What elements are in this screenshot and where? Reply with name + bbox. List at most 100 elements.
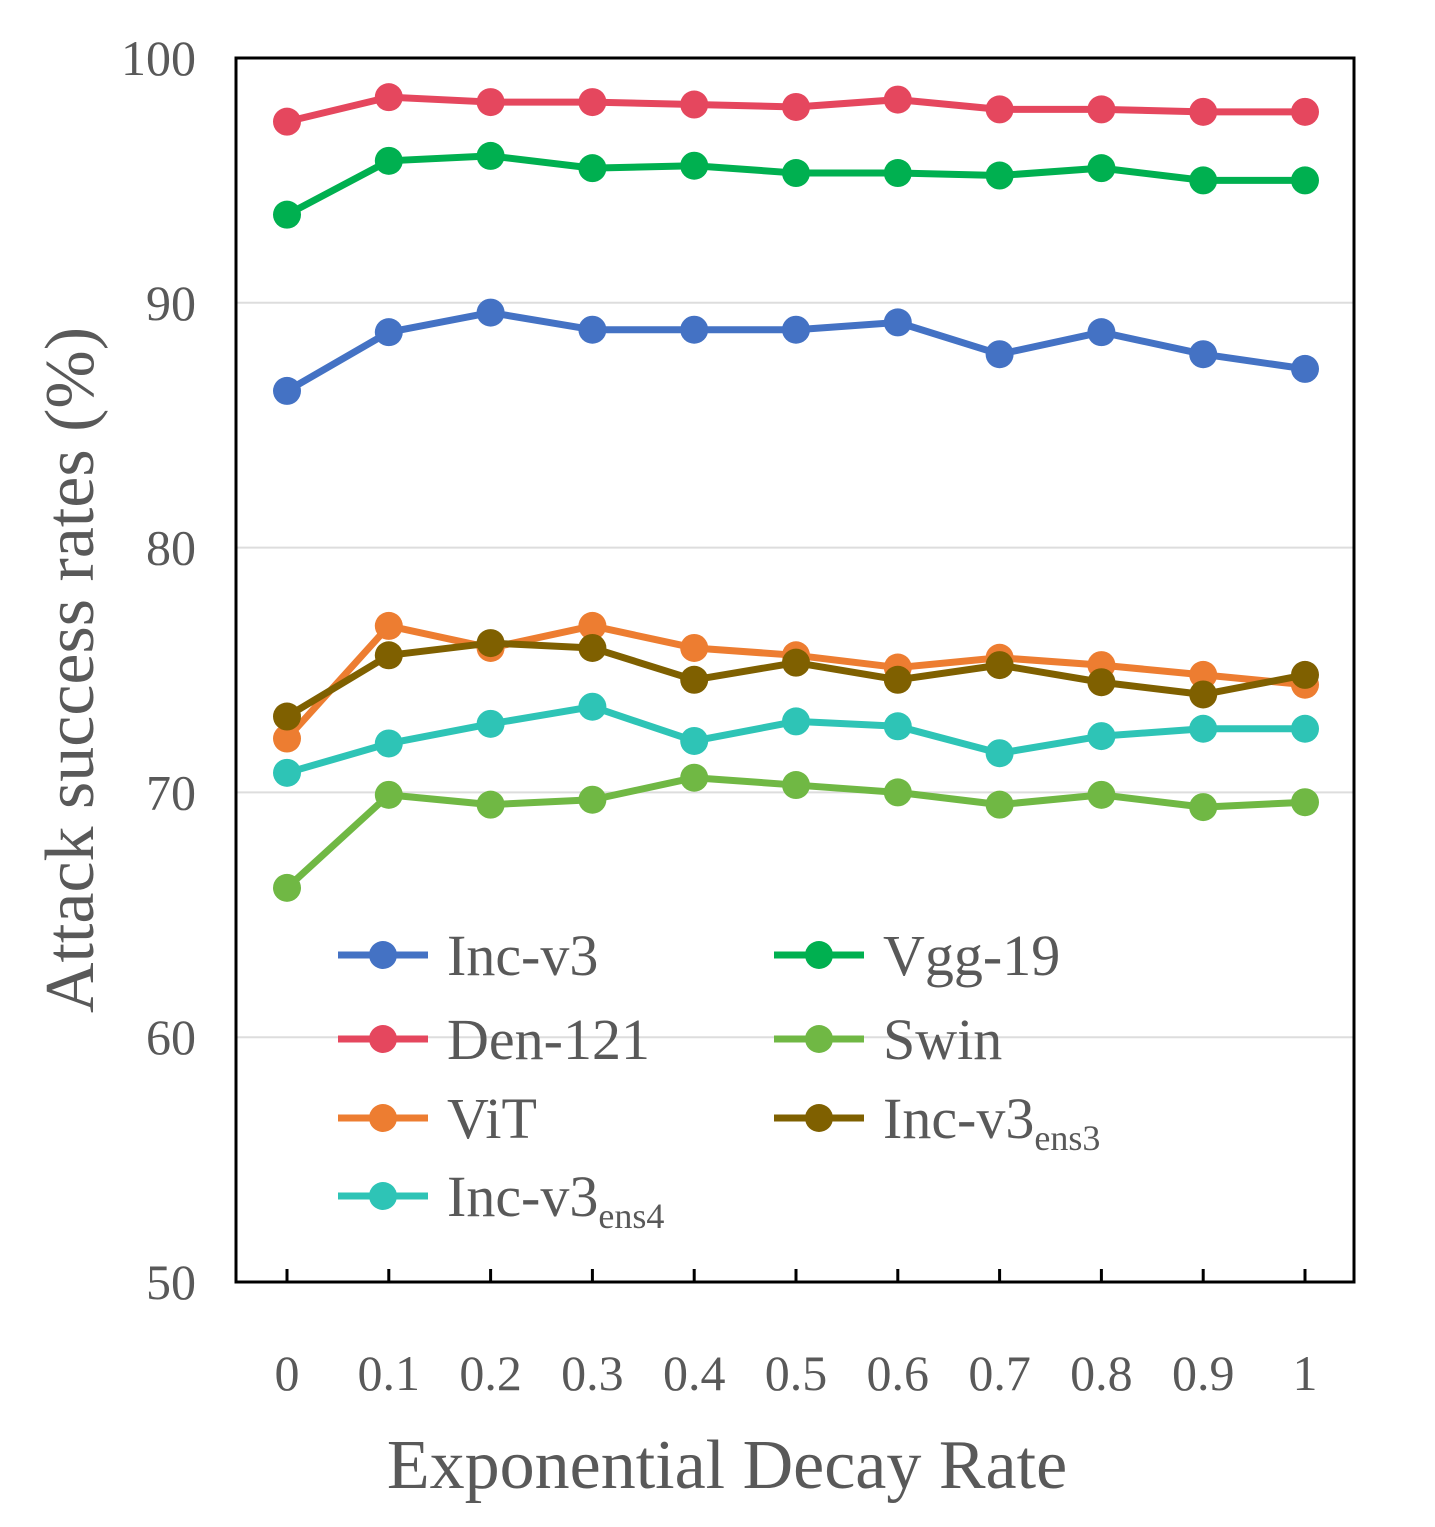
- legend-item: Inc-v3ens3: [774, 1086, 1100, 1158]
- data-point: [1291, 97, 1319, 126]
- x-tick-label: 0: [275, 1345, 300, 1401]
- x-tick-label: 0.6: [867, 1345, 930, 1401]
- data-point: [680, 763, 709, 792]
- series-inc-v3-ens4: [273, 692, 1319, 787]
- x-tick-label: 0.1: [358, 1345, 421, 1401]
- data-point: [1291, 166, 1319, 195]
- data-point: [578, 785, 607, 814]
- legend-marker: [369, 1104, 397, 1132]
- x-tick-label: 0.5: [765, 1345, 828, 1401]
- data-point: [374, 83, 403, 112]
- legend-label-main: Inc-v3: [447, 1164, 598, 1229]
- data-point: [883, 159, 912, 188]
- data-point: [985, 95, 1014, 124]
- data-point: [273, 702, 301, 731]
- y-tick-label: 50: [146, 1254, 196, 1310]
- data-point: [985, 651, 1014, 680]
- series-swin: [273, 763, 1319, 902]
- data-point: [883, 665, 912, 694]
- data-point: [1087, 780, 1116, 809]
- legend-label-main: Inc-v3: [447, 923, 598, 988]
- legend-label-main: Swin: [883, 1007, 1002, 1072]
- data-point: [883, 85, 912, 114]
- data-point: [374, 611, 403, 640]
- data-point: [374, 780, 403, 809]
- data-point: [1189, 660, 1218, 689]
- data-point: [273, 873, 301, 902]
- legend-label-main: Vgg-19: [883, 923, 1060, 988]
- data-point: [782, 159, 810, 188]
- x-axis-title: Exponential Decay Rate: [387, 1427, 1067, 1504]
- legend-marker: [805, 1104, 833, 1132]
- data-point: [1087, 154, 1116, 183]
- data-point: [476, 709, 505, 738]
- data-point: [1189, 680, 1218, 709]
- data-point: [374, 146, 403, 175]
- data-point: [782, 315, 810, 344]
- data-point: [374, 318, 403, 347]
- legend-label: Inc-v3ens4: [447, 1164, 664, 1236]
- legend-item: Swin: [774, 1007, 1002, 1072]
- data-point: [578, 154, 607, 183]
- data-point: [1189, 793, 1218, 822]
- y-tick-label: 80: [146, 520, 196, 576]
- legend-item: Inc-v3: [338, 923, 598, 988]
- legend-marker: [805, 1025, 833, 1053]
- data-point: [680, 90, 709, 119]
- legend-label: Den-121: [447, 1007, 650, 1072]
- series-den-121: [273, 83, 1319, 136]
- data-point: [1291, 660, 1319, 689]
- legend-item: Vgg-19: [774, 923, 1060, 988]
- data-point: [1189, 97, 1218, 126]
- y-tick-label: 100: [121, 30, 196, 86]
- data-point: [680, 726, 709, 755]
- data-point: [1291, 788, 1319, 817]
- data-point: [1291, 714, 1319, 743]
- data-point: [273, 724, 301, 753]
- x-axis-ticks: [285, 1269, 1307, 1282]
- data-point: [273, 200, 301, 229]
- data-point: [1087, 95, 1116, 124]
- x-axis-tick-labels: 0 0.1 0.2 0.3 0.4 0.5 0.6 0.7 0.8 0.9 1: [275, 1345, 1318, 1401]
- x-tick-label: 0.2: [459, 1345, 522, 1401]
- data-point: [476, 629, 505, 658]
- data-point: [578, 633, 607, 662]
- data-point: [1189, 166, 1218, 195]
- legend-label-main: Den-121: [447, 1007, 650, 1072]
- data-point: [578, 315, 607, 344]
- data-point: [476, 298, 505, 327]
- data-point: [782, 92, 810, 121]
- series-vgg-19: [273, 141, 1319, 229]
- legend-label: Swin: [883, 1007, 1002, 1072]
- data-point: [374, 641, 403, 670]
- y-axis-title: Attack success rates (%): [32, 327, 109, 1013]
- data-point: [476, 790, 505, 819]
- x-tick-label: 0.8: [1070, 1345, 1133, 1401]
- x-tick-label: 0.9: [1172, 1345, 1235, 1401]
- data-point: [1189, 340, 1218, 369]
- legend-item: ViT: [338, 1086, 537, 1151]
- data-point: [476, 141, 505, 170]
- legend-label-main: Inc-v3: [883, 1086, 1034, 1151]
- legend-label: Inc-v3ens3: [883, 1086, 1100, 1158]
- data-point: [273, 376, 301, 405]
- data-point: [1087, 668, 1116, 697]
- data-point: [578, 692, 607, 721]
- legend-marker: [805, 941, 833, 969]
- legend-marker: [369, 941, 397, 969]
- data-point: [883, 778, 912, 807]
- legend-label-subscript: ens4: [598, 1196, 664, 1236]
- data-point: [1087, 722, 1116, 751]
- legend-item: Den-121: [338, 1007, 650, 1072]
- data-point: [273, 107, 301, 136]
- legend-marker: [369, 1182, 397, 1210]
- data-point: [273, 758, 301, 787]
- series-inc-v3-ens3: [273, 629, 1319, 731]
- x-tick-label: 0.7: [968, 1345, 1031, 1401]
- data-point: [883, 712, 912, 741]
- data-point: [985, 161, 1014, 190]
- data-point: [680, 151, 709, 180]
- legend-label: Vgg-19: [883, 923, 1060, 988]
